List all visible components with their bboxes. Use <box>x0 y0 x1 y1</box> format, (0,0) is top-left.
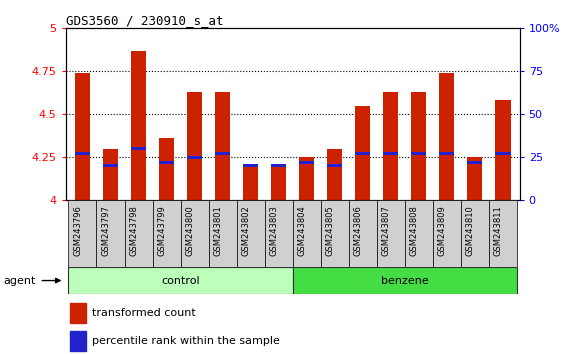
Bar <box>271 164 286 167</box>
Bar <box>349 200 377 267</box>
Bar <box>96 200 124 267</box>
Bar <box>439 73 455 200</box>
Bar <box>70 331 86 351</box>
Bar <box>299 161 315 164</box>
Bar <box>69 200 96 267</box>
Text: GSM243810: GSM243810 <box>466 205 475 256</box>
Bar <box>293 200 321 267</box>
Text: benzene: benzene <box>381 275 429 286</box>
Bar <box>489 200 517 267</box>
Text: GSM243806: GSM243806 <box>353 205 363 256</box>
Bar <box>124 200 152 267</box>
Text: GSM243800: GSM243800 <box>186 205 195 256</box>
Bar <box>383 152 399 155</box>
Bar <box>75 152 90 155</box>
Bar <box>327 149 343 200</box>
Text: GSM243809: GSM243809 <box>438 205 447 256</box>
Bar <box>377 200 405 267</box>
Bar <box>131 51 146 200</box>
Bar <box>208 200 236 267</box>
Bar <box>467 157 482 200</box>
Text: GSM243805: GSM243805 <box>325 205 335 256</box>
Bar <box>293 267 517 294</box>
Text: GDS3560 / 230910_s_at: GDS3560 / 230910_s_at <box>66 14 223 27</box>
Bar <box>103 149 118 200</box>
Text: GSM243803: GSM243803 <box>270 205 279 256</box>
Text: GSM243796: GSM243796 <box>74 205 82 256</box>
Text: agent: agent <box>3 275 35 286</box>
Text: GSM243804: GSM243804 <box>297 205 307 256</box>
Text: GSM243811: GSM243811 <box>494 205 503 256</box>
Text: transformed count: transformed count <box>92 308 196 318</box>
Bar <box>433 200 461 267</box>
Text: percentile rank within the sample: percentile rank within the sample <box>92 336 280 346</box>
Bar <box>321 200 349 267</box>
Bar <box>439 152 455 155</box>
Text: GSM243808: GSM243808 <box>410 205 419 256</box>
Text: control: control <box>161 275 200 286</box>
Bar <box>180 200 208 267</box>
Bar <box>159 138 174 200</box>
Bar <box>405 200 433 267</box>
Bar <box>461 200 489 267</box>
Bar <box>383 92 399 200</box>
Text: GSM243797: GSM243797 <box>102 205 111 256</box>
Bar <box>187 92 202 200</box>
Bar <box>131 147 146 150</box>
Bar <box>69 267 293 294</box>
Bar <box>215 152 230 155</box>
Text: GSM243798: GSM243798 <box>130 205 139 256</box>
Bar <box>467 161 482 164</box>
Text: GSM243801: GSM243801 <box>214 205 223 256</box>
Bar <box>187 155 202 159</box>
Text: GSM243799: GSM243799 <box>158 205 167 256</box>
Bar <box>411 152 427 155</box>
Bar <box>495 152 510 155</box>
Bar <box>355 105 371 200</box>
Bar <box>70 303 86 323</box>
Text: GSM243807: GSM243807 <box>381 205 391 256</box>
Bar <box>299 157 315 200</box>
Bar <box>75 73 90 200</box>
Bar <box>236 200 264 267</box>
Bar <box>159 161 174 164</box>
Bar <box>411 92 427 200</box>
Bar <box>152 200 180 267</box>
Bar <box>271 166 286 200</box>
Bar <box>495 101 510 200</box>
Bar <box>103 164 118 167</box>
Text: GSM243802: GSM243802 <box>242 205 251 256</box>
Bar <box>327 164 343 167</box>
Bar <box>264 200 293 267</box>
Bar <box>243 166 258 200</box>
Bar <box>355 152 371 155</box>
Bar <box>215 92 230 200</box>
Bar <box>243 164 258 167</box>
